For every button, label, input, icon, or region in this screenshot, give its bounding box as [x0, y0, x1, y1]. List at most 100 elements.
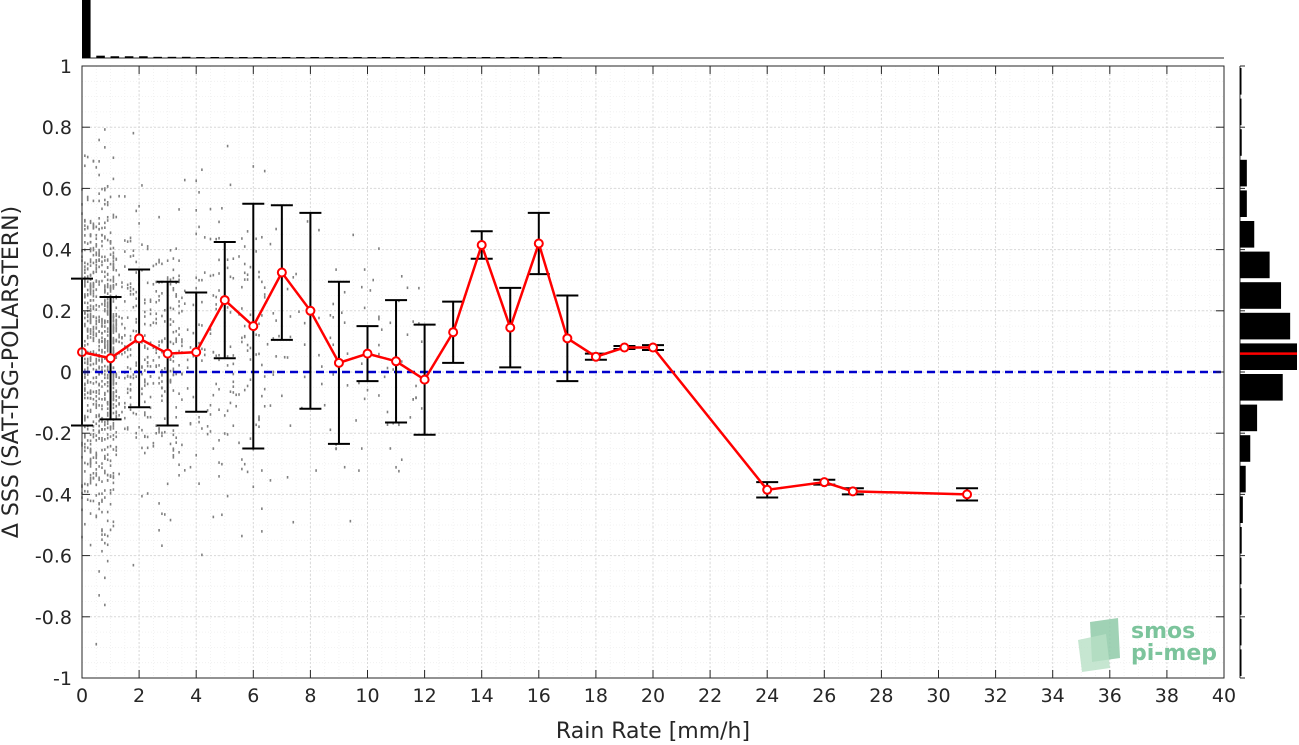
- scatter-point: [92, 289, 95, 293]
- scatter-point: [241, 237, 243, 240]
- scatter-point: [84, 461, 86, 465]
- scatter-point: [366, 388, 369, 392]
- scatter-point: [158, 340, 160, 344]
- scatter-point: [95, 322, 98, 326]
- scatter-point: [155, 351, 158, 355]
- scatter-point: [161, 262, 163, 266]
- scatter-point: [89, 356, 92, 359]
- scatter-point: [106, 426, 109, 430]
- scatter-point: [181, 296, 183, 300]
- scatter-point: [115, 329, 118, 333]
- scatter-point: [112, 156, 115, 160]
- y-histogram-bar: [1240, 251, 1270, 279]
- scatter-point: [255, 333, 257, 337]
- scatter-point: [121, 335, 123, 339]
- scatter-point: [109, 491, 112, 495]
- mean-point: [333, 357, 344, 368]
- scatter-point: [84, 357, 86, 361]
- scatter-point: [172, 286, 175, 290]
- scatter-point: [232, 354, 235, 357]
- scatter-point: [318, 228, 320, 232]
- x-tick-label: 10: [355, 685, 379, 707]
- main-plot-area: 0 2 4 6 8 10 12 14 16 18 20 22 24 26 28 30 32 34 36 38 40-1-…: [35, 56, 1236, 707]
- scatter-point: [84, 316, 86, 320]
- scatter-point: [104, 255, 106, 259]
- scatter-point: [101, 369, 103, 372]
- scatter-point: [138, 425, 140, 429]
- scatter-point: [112, 315, 115, 319]
- scatter-point: [84, 295, 86, 299]
- scatter-point: [104, 339, 106, 343]
- scatter-point: [104, 423, 106, 427]
- scatter-point: [98, 372, 100, 376]
- scatter-point: [89, 282, 92, 285]
- scatter-point: [132, 287, 135, 291]
- x-histogram-bar: [353, 57, 362, 58]
- scatter-point: [132, 292, 135, 296]
- scatter-point: [129, 239, 132, 243]
- y-axis-label: Δ SSS (SAT-TSG-POLARSTERN): [0, 206, 24, 538]
- x-tick-label: 30: [926, 685, 950, 707]
- scatter-point: [95, 406, 98, 410]
- mean-point: [362, 348, 373, 359]
- x-histogram-bar: [381, 57, 391, 58]
- scatter-point: [238, 393, 240, 396]
- scatter-point: [118, 194, 120, 198]
- scatter-point: [161, 544, 163, 548]
- scatter-point: [109, 242, 112, 245]
- scatter-point: [112, 433, 115, 437]
- mean-point: [276, 267, 287, 278]
- x-histogram-bar: [96, 55, 105, 58]
- scatter-point: [144, 380, 146, 384]
- scatter-point: [129, 383, 132, 386]
- scatter-point: [84, 301, 86, 305]
- scatter-point: [138, 222, 140, 225]
- scatter-point: [112, 481, 115, 485]
- scatter-point: [129, 236, 132, 240]
- scatter-point: [249, 437, 252, 440]
- scatter-point: [95, 308, 98, 311]
- scatter-point: [163, 513, 166, 516]
- mean-point: [391, 356, 402, 367]
- scatter-point: [129, 367, 132, 371]
- scatter-point: [124, 326, 126, 330]
- y-histogram-bar: [1240, 129, 1242, 156]
- scatter-point: [229, 345, 232, 349]
- scatter-point: [104, 393, 106, 397]
- scatter-point: [198, 341, 200, 345]
- scatter-point: [332, 302, 335, 306]
- scatter-point: [218, 272, 220, 275]
- scatter-point: [243, 278, 246, 281]
- x-tick-label: 40: [1212, 685, 1236, 707]
- scatter-point: [395, 466, 397, 469]
- scatter-point: [135, 304, 138, 308]
- scatter-point: [106, 419, 109, 423]
- scatter-point: [341, 311, 343, 315]
- scatter-point: [161, 350, 163, 354]
- scatter-point: [161, 340, 163, 344]
- scatter-point: [266, 343, 269, 346]
- scatter-point: [104, 308, 106, 311]
- scatter-point: [109, 444, 112, 448]
- scatter-point: [106, 543, 109, 547]
- scatter-point: [112, 263, 115, 266]
- scatter-point: [92, 226, 95, 230]
- mean-point: [648, 342, 658, 353]
- scatter-point: [112, 325, 115, 328]
- scatter-point: [101, 420, 103, 423]
- scatter-point: [115, 453, 118, 457]
- scatter-point: [92, 160, 95, 163]
- scatter-point: [86, 366, 89, 370]
- scatter-point: [101, 379, 103, 383]
- scatter-point: [332, 316, 335, 319]
- mean-point: [962, 489, 973, 500]
- mean-point: [762, 484, 773, 495]
- scatter-point: [106, 346, 109, 349]
- scatter-point: [104, 438, 106, 441]
- scatter-point: [95, 380, 98, 384]
- scatter-point: [98, 222, 100, 225]
- scatter-point: [95, 303, 98, 307]
- scatter-point: [84, 261, 86, 265]
- y-histogram-bar: [1240, 221, 1255, 248]
- x-tick-label: 4: [190, 685, 202, 707]
